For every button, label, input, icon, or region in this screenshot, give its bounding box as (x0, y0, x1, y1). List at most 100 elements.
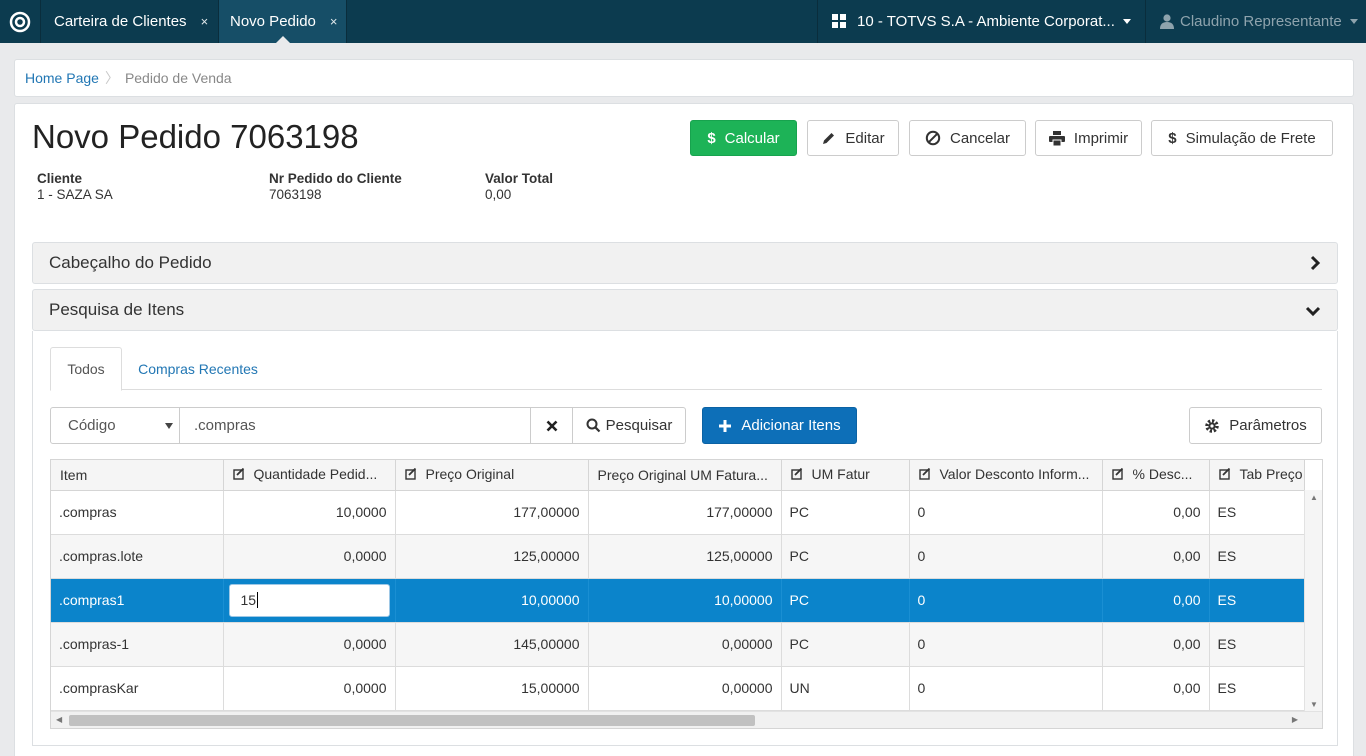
button-label: Pesquisar (605, 417, 673, 434)
cell-tab-preco[interactable]: ES (1209, 666, 1305, 711)
imprimir-button[interactable]: Imprimir (1035, 120, 1142, 156)
cell-valor-desconto[interactable]: 0 (909, 490, 1103, 535)
column-label: % Desc... (1132, 466, 1193, 483)
search-input[interactable]: .compras (179, 407, 531, 444)
cell-quantidade[interactable]: 10,0000 (223, 490, 396, 535)
cell-tab-preco[interactable]: ES (1209, 534, 1305, 579)
pesquisar-button[interactable]: Pesquisar (572, 407, 686, 444)
user-menu[interactable]: Claudino Representante (1146, 0, 1366, 43)
cell-quantidade[interactable]: 0,0000 (223, 622, 396, 667)
tab-todos[interactable]: Todos (50, 347, 122, 391)
column-label: Quantidade Pedid... (253, 466, 378, 483)
cell-perc-desconto[interactable]: 0,00 (1102, 622, 1210, 667)
cell-um-fatur[interactable]: PC (781, 622, 910, 667)
cell-valor-desconto[interactable]: 0 (909, 534, 1103, 579)
cell-preco-um[interactable]: 0,00000 (588, 666, 782, 711)
column-header-preco-original[interactable]: Preço Original (395, 460, 589, 491)
column-label: Preço Original UM Fatura... (597, 466, 768, 483)
cell-um-fatur[interactable]: PC (781, 534, 910, 579)
cell-preco-um[interactable]: 0,00000 (588, 622, 782, 667)
tab-compras-recentes[interactable]: Compras Recentes (128, 347, 268, 390)
clear-search-button[interactable] (530, 407, 573, 444)
cell-preco-original[interactable]: 10,00000 (395, 578, 589, 623)
adicionar-itens-button[interactable]: Adicionar Itens (702, 407, 857, 444)
cell-item[interactable]: .compras-1 (51, 622, 224, 667)
column-header-quantidade[interactable]: Quantidade Pedid... (223, 460, 396, 491)
column-header-perc-desconto[interactable]: % Desc... (1102, 460, 1210, 491)
cell-item[interactable]: .compras (51, 490, 224, 535)
table-row[interactable]: .compras.lote 0,0000 125,00000 125,00000… (51, 534, 1305, 579)
close-tab-icon[interactable]: × (329, 14, 338, 29)
search-field-select[interactable]: Código (50, 407, 180, 444)
horizontal-scrollbar[interactable]: ◀ ▶ (51, 711, 1322, 728)
column-header-preco-um[interactable]: Preço Original UM Fatura... (588, 460, 782, 491)
cancelar-button[interactable]: Cancelar (909, 120, 1026, 156)
cell-quantidade[interactable]: 0,0000 (223, 534, 396, 579)
close-tab-icon[interactable]: × (200, 14, 209, 29)
table-row[interactable]: .compras 10,0000 177,00000 177,00000 PC … (51, 490, 1305, 535)
ban-icon (925, 130, 941, 146)
quantity-edit-input[interactable]: 15 (228, 583, 390, 617)
cell-preco-original[interactable]: 177,00000 (395, 490, 589, 535)
table-row-selected[interactable]: .compras1 15 10,00000 10,00000 PC 0 0,00… (51, 578, 1305, 623)
section-title: Cabeçalho do Pedido (49, 253, 212, 272)
cell-tab-preco[interactable]: ES (1209, 578, 1305, 623)
text-cursor (257, 592, 259, 608)
cell-preco-um[interactable]: 10,00000 (588, 578, 782, 623)
scroll-thumb[interactable] (69, 715, 755, 726)
column-header-tab-preco[interactable]: Tab Preço (1209, 460, 1305, 491)
cell-valor-desconto[interactable]: 0 (909, 622, 1103, 667)
cell-perc-desconto[interactable]: 0,00 (1102, 490, 1210, 535)
cell-perc-desconto[interactable]: 0,00 (1102, 534, 1210, 579)
totvs-logo-icon[interactable] (0, 0, 40, 43)
cell-preco-original[interactable]: 15,00000 (395, 666, 589, 711)
nr-pedido-value: 7063198 (269, 187, 322, 202)
column-header-item[interactable]: Item (51, 460, 224, 491)
column-header-um-fatur[interactable]: UM Fatur (781, 460, 910, 491)
cabecalho-pedido-section[interactable]: Cabeçalho do Pedido (32, 242, 1338, 284)
top-navigation-bar: Carteira de Clientes × Novo Pedido × 10 … (0, 0, 1366, 43)
cell-preco-original[interactable]: 125,00000 (395, 534, 589, 579)
cell-tab-preco[interactable]: ES (1209, 490, 1305, 535)
cell-um-fatur[interactable]: UN (781, 666, 910, 711)
cell-preco-um[interactable]: 177,00000 (588, 490, 782, 535)
cell-um-fatur[interactable]: PC (781, 578, 910, 623)
cell-perc-desconto[interactable]: 0,00 (1102, 666, 1210, 711)
cell-item[interactable]: .comprasKar (51, 666, 224, 711)
breadcrumb-home-link[interactable]: Home Page (25, 70, 99, 86)
environment-selector[interactable]: 10 - TOTVS S.A - Ambiente Corporat... (818, 0, 1144, 43)
cell-preco-um[interactable]: 125,00000 (588, 534, 782, 579)
scroll-left-icon[interactable]: ◀ (56, 715, 63, 724)
scroll-down-icon[interactable]: ▼ (1310, 700, 1318, 709)
cell-item[interactable]: .compras1 (51, 578, 224, 623)
calcular-button[interactable]: $ Calcular (690, 120, 797, 156)
simulacao-frete-button[interactable]: $ Simulação de Frete (1151, 120, 1333, 156)
table-row[interactable]: .comprasKar 0,0000 15,00000 0,00000 UN 0… (51, 666, 1305, 711)
scroll-right-icon[interactable]: ▶ (1291, 715, 1298, 724)
column-header-valor-desconto[interactable]: Valor Desconto Inform... (909, 460, 1103, 491)
pesquisa-itens-section[interactable]: Pesquisa de Itens (32, 289, 1338, 331)
cell-tab-preco[interactable]: ES (1209, 622, 1305, 667)
tab-carteira-de-clientes[interactable]: Carteira de Clientes × (41, 0, 218, 43)
tab-novo-pedido[interactable]: Novo Pedido × (219, 0, 346, 43)
cell-item[interactable]: .compras.lote (51, 534, 224, 579)
edit-icon (918, 467, 931, 483)
cell-valor-desconto[interactable]: 0 (909, 666, 1103, 711)
cell-um-fatur[interactable]: PC (781, 490, 910, 535)
items-grid: Item Quantidade Pedid... Preço Original … (50, 459, 1323, 729)
scroll-up-icon[interactable]: ▲ (1310, 493, 1318, 502)
parametros-button[interactable]: Parâmetros (1189, 407, 1322, 444)
vertical-scrollbar[interactable]: ▲ ▼ (1304, 490, 1322, 712)
input-value: 15 (240, 592, 257, 608)
gear-icon (1204, 418, 1220, 434)
cell-quantidade[interactable]: 0,0000 (223, 666, 396, 711)
cell-perc-desconto[interactable]: 0,00 (1102, 578, 1210, 623)
editar-button[interactable]: Editar (807, 120, 899, 156)
table-row[interactable]: .compras-1 0,0000 145,00000 0,00000 PC 0… (51, 622, 1305, 667)
nr-pedido-info: Nr Pedido do Cliente 7063198 (269, 171, 402, 203)
cell-preco-original[interactable]: 145,00000 (395, 622, 589, 667)
search-icon (586, 418, 600, 433)
user-icon (1160, 14, 1174, 29)
cell-valor-desconto[interactable]: 0 (909, 578, 1103, 623)
cell-quantidade-editing[interactable]: 15 (223, 578, 396, 623)
